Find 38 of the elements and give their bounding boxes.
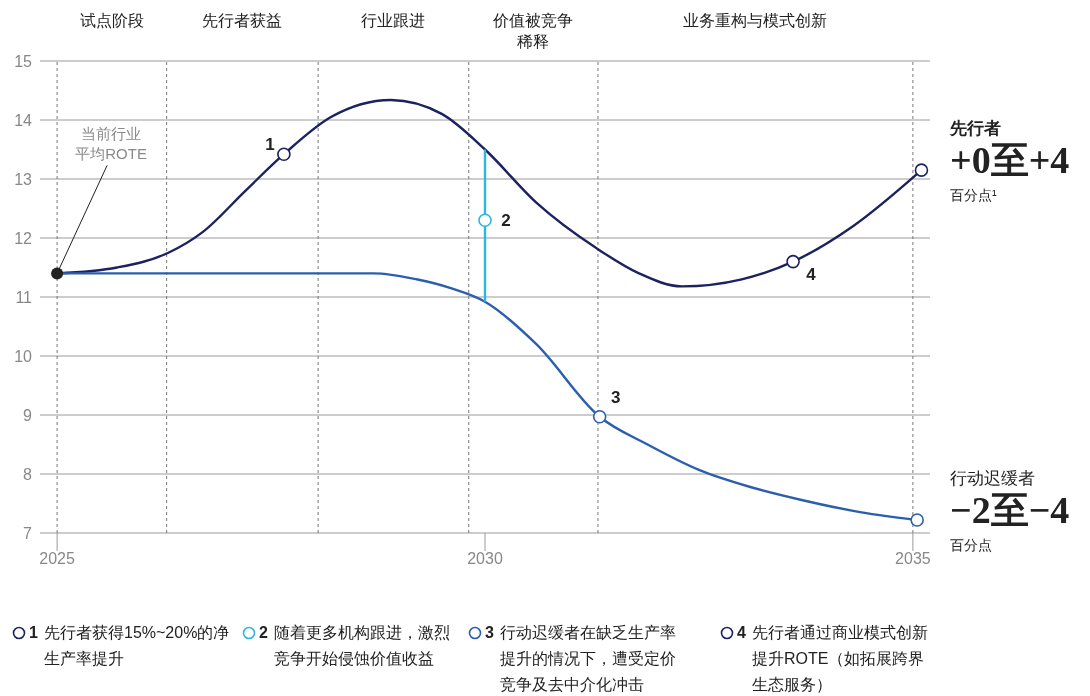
text: 行动迟缓者 <box>950 469 1035 489</box>
point <box>277 147 291 162</box>
text: 1 先行者获得15%~20%的净生产率提升 <box>29 623 230 667</box>
y-tick-label: 14 <box>14 111 33 129</box>
x-tick-label: 2035 <box>895 550 931 568</box>
y-tick-label: 11 <box>15 288 33 306</box>
x-tick-label: 2030 <box>467 550 503 568</box>
point <box>910 513 924 527</box>
point <box>592 409 607 424</box>
text: 3 行动迟缓者在缺乏生产率提升的情况下，遭受定价竞争及去中介化冲击 <box>485 623 676 693</box>
text: 百分点¹ <box>950 187 997 204</box>
y-tick-label: 12 <box>14 229 33 247</box>
y-tick-label: 15 <box>14 52 33 70</box>
annotation: 4 <box>806 264 817 284</box>
annotation: 2 <box>501 211 511 231</box>
annotation: 当前行业平均ROTE <box>74 124 148 165</box>
annotation: 1 <box>265 135 275 155</box>
y-tick-label: 8 <box>23 465 33 483</box>
point <box>914 163 929 177</box>
y-tick-label: 13 <box>14 170 33 188</box>
text: 先行者 <box>950 119 1001 139</box>
annotation: 3 <box>610 387 621 407</box>
text: 价值被竞争稀释 <box>493 11 574 52</box>
point <box>478 213 492 228</box>
y-tick-label: 7 <box>23 524 33 542</box>
text: 试点阶段 <box>78 11 145 31</box>
y-tick-label: 9 <box>23 406 33 424</box>
text: 百分点 <box>950 537 992 554</box>
x-tick-label: 2025 <box>39 550 76 568</box>
y-tick-label: 10 <box>14 347 33 365</box>
text: 2 随着更多机构跟进，激烈竞争开始侵蚀价值收益 <box>259 623 450 667</box>
text: 先行者获益 <box>202 11 283 31</box>
text: 4 先行者通过商业模式创新提升ROTE（如拓展跨界生态服务） <box>737 623 928 693</box>
point <box>786 254 800 269</box>
text: 业务重构与模式创新 <box>682 11 829 31</box>
text: +0至+4 <box>950 139 1070 182</box>
text: −2至−4 <box>950 489 1070 532</box>
text: 行业跟进 <box>360 11 427 31</box>
